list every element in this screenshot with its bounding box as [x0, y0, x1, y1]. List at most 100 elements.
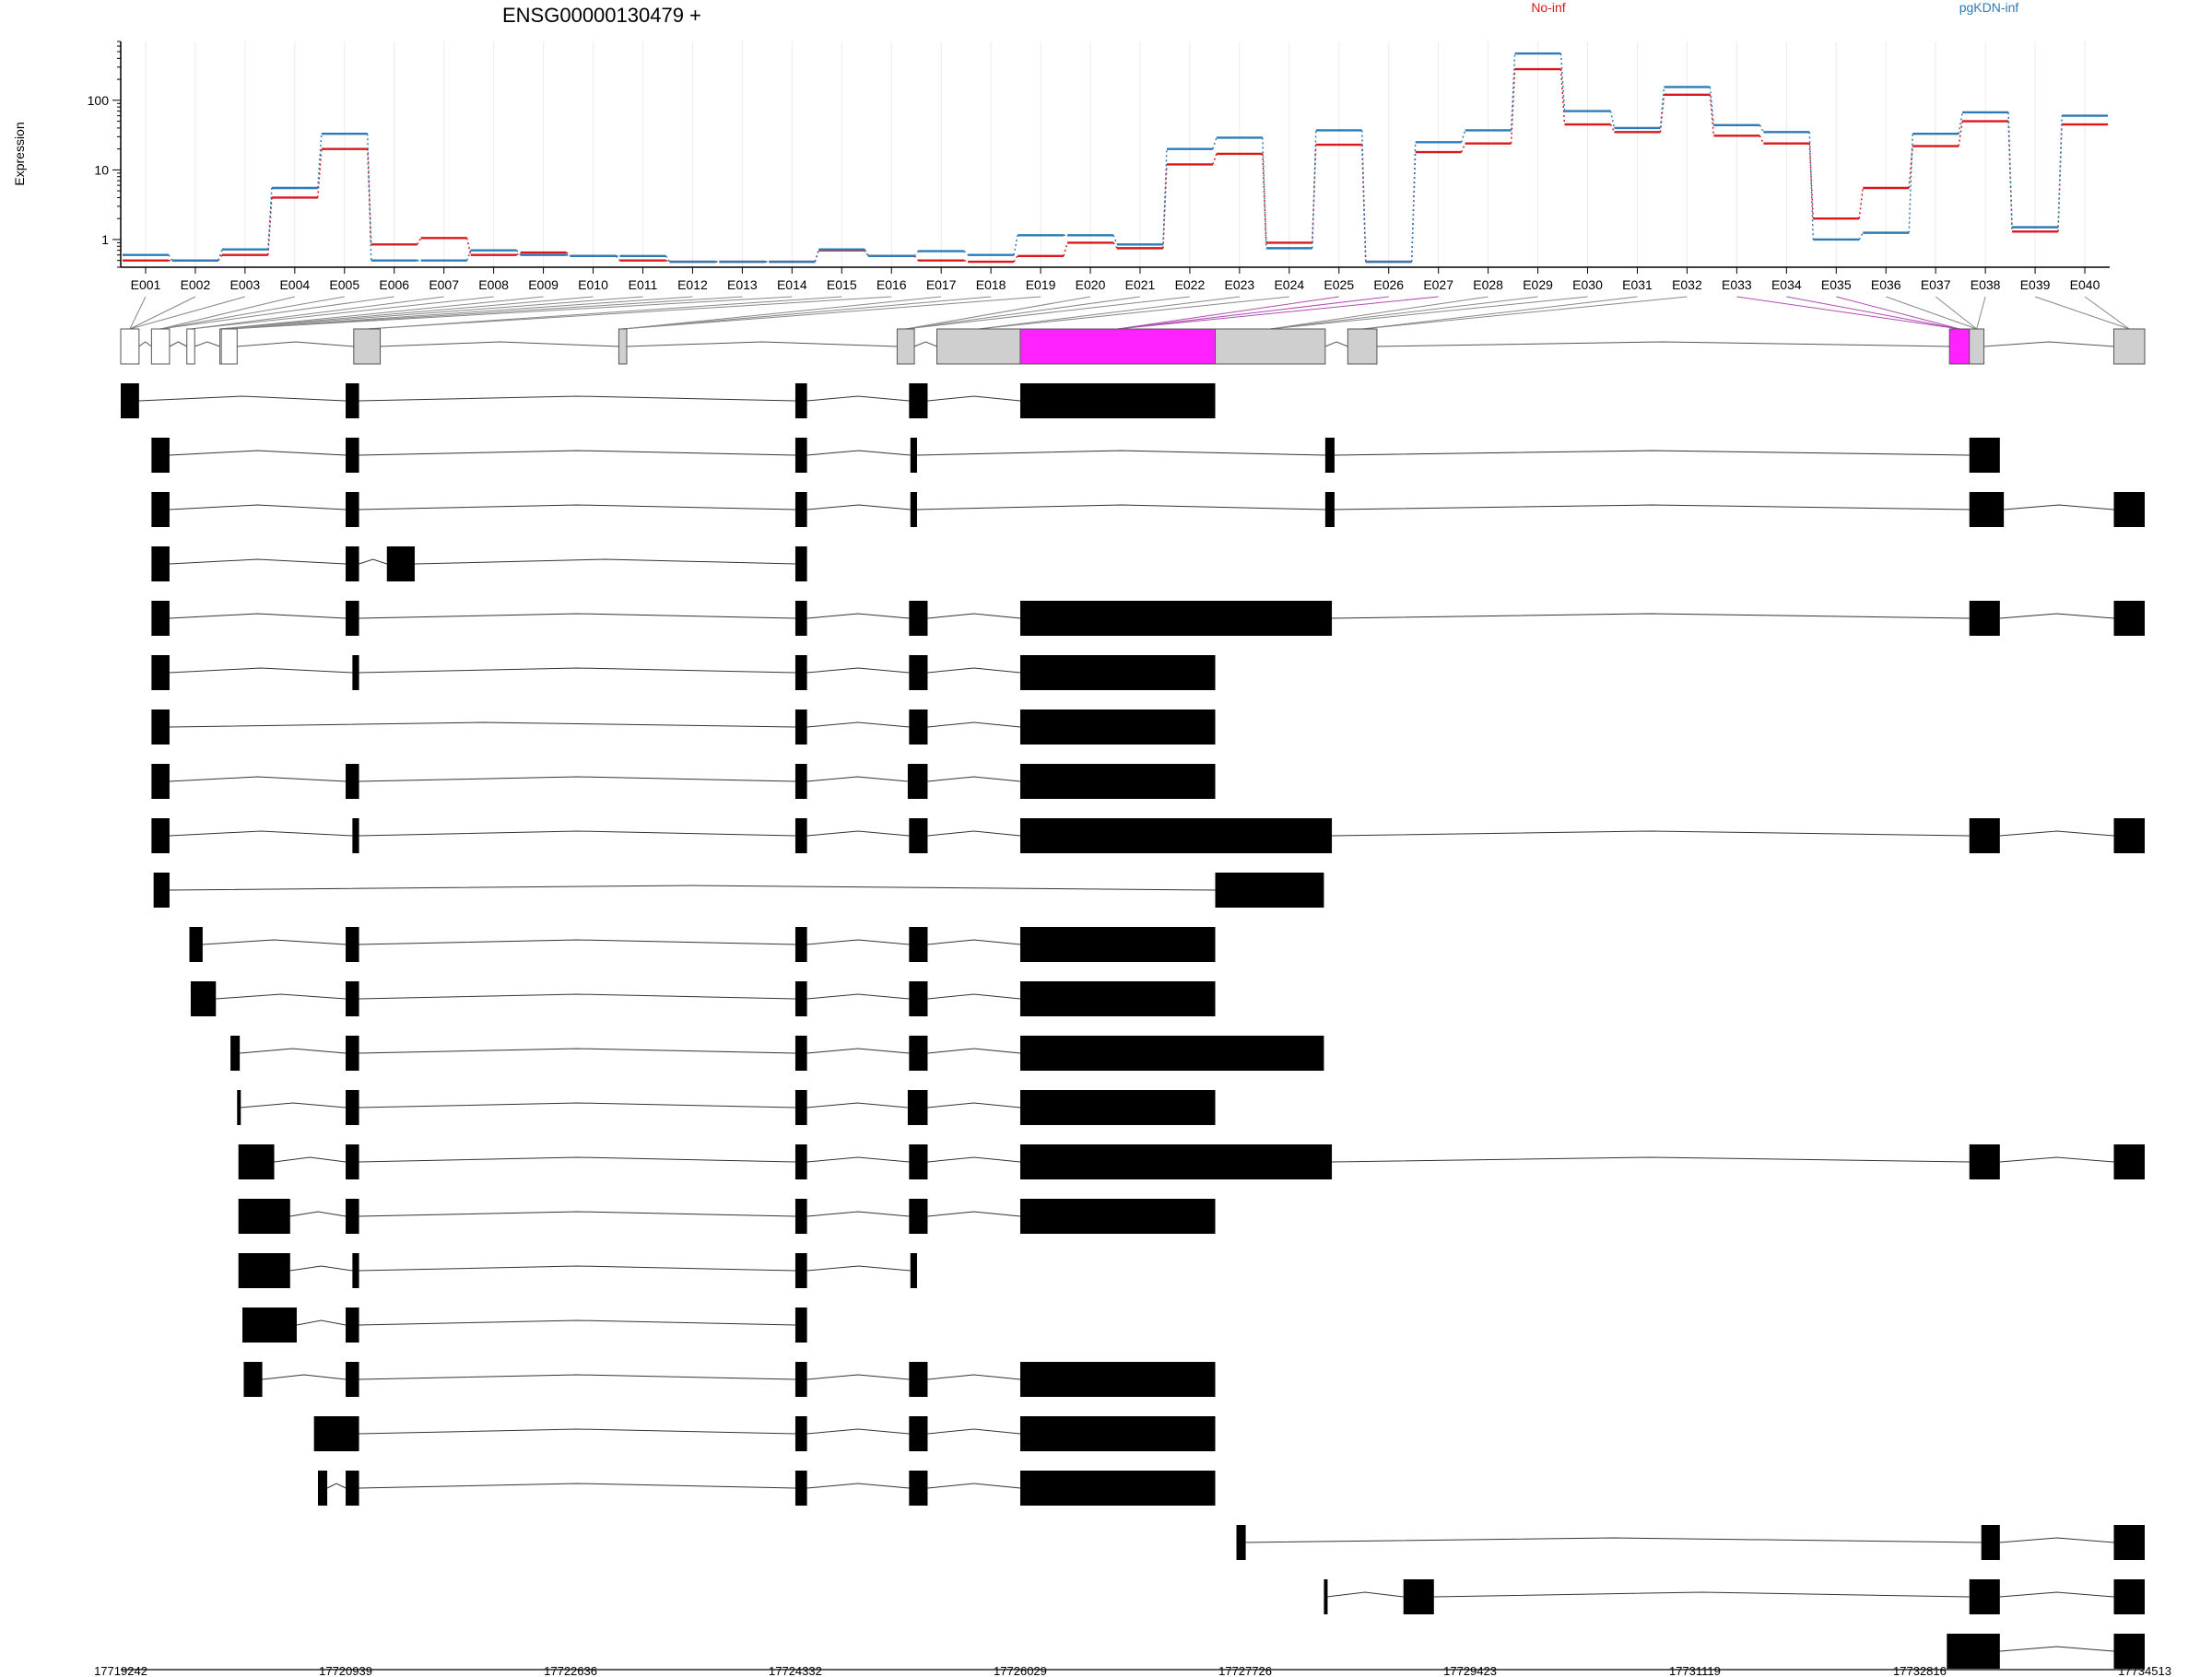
transcript-intron [359, 1156, 795, 1163]
exon-label: E034 [1771, 277, 1802, 292]
transcript-exon [346, 1036, 359, 1071]
transcript-exon [238, 1253, 290, 1288]
transcript-exon [794, 1362, 807, 1397]
exon-label: E021 [1125, 277, 1156, 292]
transcript-intron [1332, 613, 1970, 619]
genomic-tick-label: 17724332 [769, 1664, 822, 1677]
series-connector [665, 259, 670, 263]
transcript-intron [806, 1102, 908, 1108]
transcript-row [1947, 1634, 2145, 1669]
transcript-exon [909, 1199, 928, 1234]
series-connector [516, 250, 522, 256]
exon-connector [2034, 296, 2130, 330]
transcript-intron [806, 1265, 911, 1272]
series-connector [1162, 148, 1168, 245]
intron-line [1983, 341, 2114, 347]
series-connector [218, 249, 223, 261]
series-connector [1013, 235, 1018, 255]
transcript-intron [1999, 1591, 2114, 1598]
transcript-exon [1019, 927, 1216, 962]
exon-label: E007 [429, 277, 459, 292]
transcript-intron [927, 993, 1021, 1000]
exon-connector [2084, 296, 2130, 330]
transcript-intron [216, 993, 347, 1000]
exon-connector [229, 296, 793, 330]
series-connector [367, 134, 372, 261]
transcript-intron [359, 1374, 795, 1380]
series-connector [1212, 137, 1218, 149]
transcript-exon [794, 1090, 807, 1125]
transcript-exon [230, 1036, 241, 1071]
transcript-exon [346, 383, 359, 418]
exon-connector [905, 296, 1190, 330]
gene-model-exon [896, 328, 915, 365]
transcript-intron [240, 1048, 347, 1054]
transcript-intron [806, 1048, 910, 1054]
genomic-tick-label: 17722636 [544, 1664, 597, 1677]
transcript-intron [927, 667, 1021, 674]
transcript-exon [346, 601, 359, 636]
exon-connector [190, 296, 444, 330]
series-connector [566, 253, 571, 257]
transcript-intron [806, 1211, 910, 1217]
transcript-intron [169, 450, 347, 456]
exon-label: E022 [1175, 277, 1206, 292]
exon-connector [160, 296, 295, 330]
expression-series [123, 52, 2108, 264]
transcript-intron [274, 1156, 347, 1163]
transcript-intron [927, 1374, 1021, 1380]
transcript-row [153, 873, 1324, 908]
transcript-row [238, 1144, 2145, 1179]
transcript-intron [359, 558, 387, 565]
transcript-row [151, 655, 1216, 690]
transcript-intron [169, 721, 795, 728]
y-axis-label: Expression [12, 122, 27, 185]
exon-connector [220, 296, 594, 330]
transcript-exon [909, 710, 928, 745]
intron-line [194, 341, 220, 347]
gene-model-exon [1948, 328, 1971, 365]
exon-connector [1117, 296, 1339, 330]
transcript-row [151, 818, 2145, 853]
transcript-exon [909, 818, 928, 853]
transcript-exon [352, 655, 359, 690]
gene-model-exon [150, 328, 171, 365]
transcript-intron [927, 776, 1021, 782]
transcript-exon [352, 1253, 359, 1288]
genomic-tick-label: 17734513 [2118, 1664, 2171, 1677]
transcript-row [237, 1090, 1216, 1125]
transcript-exon [151, 764, 170, 799]
series-connector [1112, 235, 1118, 245]
gene-model-exon [936, 328, 1021, 365]
y-tick-label: 100 [88, 93, 110, 108]
exon-connector [220, 296, 544, 330]
transcript-row [151, 492, 2145, 527]
transcript-exon [794, 1308, 807, 1343]
exon-connector [1362, 296, 1638, 330]
series-connector [1262, 153, 1267, 243]
exon-label: E038 [1971, 277, 2001, 292]
transcript-intron [806, 395, 910, 402]
exon-connector [1935, 296, 1977, 330]
series-connector [2057, 124, 2063, 232]
transcript-intron [806, 993, 910, 1000]
transcript-intron [927, 721, 1021, 728]
transcript-exon [2113, 818, 2145, 853]
series-connector [1609, 111, 1616, 129]
transcript-intron [1433, 1591, 1970, 1598]
transcript-exon [909, 1471, 928, 1506]
exon-connector [1786, 296, 1960, 330]
exon-label: E008 [478, 277, 509, 292]
exon-connector [1270, 296, 1488, 330]
transcript-intron [1332, 1156, 1970, 1163]
exon-connector [129, 296, 147, 330]
series-connector [1559, 69, 1566, 125]
transcript-intron [289, 1211, 347, 1217]
exon-label: E026 [1373, 277, 1404, 292]
exon-connector-lines [129, 296, 2130, 330]
exon-label: E011 [629, 277, 658, 292]
transcript-exon [1947, 1634, 2000, 1669]
series-connector [1063, 242, 1068, 257]
transcript-intron [1999, 830, 2114, 837]
transcript-exon [190, 981, 217, 1016]
